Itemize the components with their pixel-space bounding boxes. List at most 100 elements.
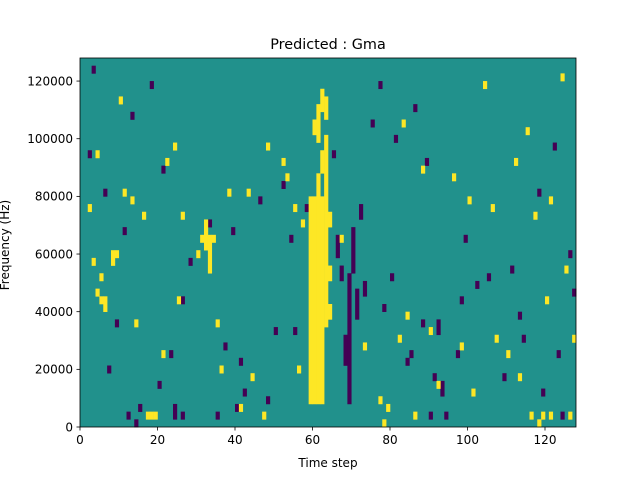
heatmap-cell-high bbox=[514, 157, 519, 166]
heatmap-cell-high bbox=[328, 211, 333, 228]
heatmap-cell-low bbox=[436, 319, 441, 336]
heatmap-cell-low bbox=[560, 411, 565, 420]
y-tick-label: 80000 bbox=[35, 190, 73, 204]
heatmap-cell-high bbox=[401, 119, 406, 128]
heatmap-cell-low bbox=[138, 403, 143, 412]
heatmap-cell-high bbox=[211, 234, 216, 243]
heatmap-cell-high bbox=[149, 411, 154, 420]
x-tick-label: 60 bbox=[305, 433, 320, 447]
heatmap-cell-low bbox=[405, 357, 410, 366]
heatmap-cell-high bbox=[227, 188, 232, 197]
heatmap-cell-high bbox=[568, 411, 573, 420]
y-tick-label: 20000 bbox=[35, 363, 73, 377]
heatmap-cell-high bbox=[548, 196, 554, 205]
heatmap-cell-low bbox=[289, 234, 294, 243]
heatmap-cell-high bbox=[490, 204, 495, 213]
heatmap-cell-low bbox=[215, 411, 220, 420]
heatmap-cell-low bbox=[169, 350, 174, 359]
heatmap-cell-low bbox=[231, 227, 236, 236]
heatmap-cell-low bbox=[355, 288, 360, 320]
heatmap-cell-low bbox=[87, 150, 92, 159]
heatmap-cell-high bbox=[300, 219, 306, 228]
heatmap-cell-high bbox=[281, 157, 286, 166]
heatmap-cell-low bbox=[486, 273, 492, 282]
heatmap-cell-high bbox=[483, 81, 488, 90]
heatmap-cell-high bbox=[142, 211, 147, 220]
heatmap-cell-high bbox=[324, 96, 329, 120]
heatmap-cell-low bbox=[390, 273, 395, 282]
heatmap-cell-high bbox=[180, 211, 185, 220]
heatmap-cell-high bbox=[467, 196, 472, 205]
heatmap-cell-high bbox=[494, 334, 499, 343]
plot-frame bbox=[79, 57, 577, 428]
y-axis-label: Frequency (Hz) bbox=[0, 200, 12, 291]
heatmap-cell-high bbox=[459, 342, 464, 351]
heatmap-cell-low bbox=[161, 165, 166, 174]
heatmap-cell-low bbox=[180, 411, 185, 420]
heatmap-cell-high bbox=[320, 150, 325, 174]
heatmap-cell-low bbox=[126, 411, 131, 420]
heatmap-cell-low bbox=[428, 411, 433, 420]
heatmap-cell-high bbox=[362, 342, 368, 351]
y-tick-label: 40000 bbox=[35, 305, 73, 319]
heatmap-cell-low bbox=[517, 311, 523, 320]
heatmap-cell-high bbox=[165, 157, 170, 166]
heatmap-cell-high bbox=[529, 411, 534, 420]
heatmap-cell-low bbox=[339, 265, 344, 282]
heatmap-cell-high bbox=[339, 234, 344, 243]
heatmap-cell-low bbox=[552, 142, 557, 151]
heatmap-cell-low bbox=[510, 265, 515, 274]
heatmap-cell-low bbox=[235, 403, 240, 412]
heatmap-cell-low bbox=[114, 319, 120, 328]
heatmap-cell-high bbox=[246, 188, 251, 197]
x-tick-label: 40 bbox=[227, 433, 242, 447]
heatmap-cell-high bbox=[200, 234, 205, 243]
heatmap-cell-high bbox=[91, 257, 96, 266]
heatmap-cell-high bbox=[506, 350, 511, 359]
heatmap-cell-high bbox=[545, 296, 550, 305]
heatmap-cell-high bbox=[95, 150, 100, 159]
heatmap-cell-high bbox=[238, 403, 244, 412]
heatmap-cell-low bbox=[331, 150, 337, 159]
heatmap-cell-low bbox=[188, 257, 193, 266]
heatmap-cell-high bbox=[293, 204, 298, 213]
heatmap-cell-high bbox=[548, 411, 554, 420]
heatmap-cell-high bbox=[204, 219, 209, 251]
heatmap-cell-high bbox=[517, 373, 523, 382]
y-tick-label: 60000 bbox=[35, 247, 73, 261]
heatmap-cell-low bbox=[502, 373, 507, 382]
heatmap-cell-low bbox=[107, 365, 112, 374]
heatmap-cell-low bbox=[242, 388, 247, 397]
heatmap-cell-low bbox=[157, 380, 162, 389]
heatmap-cell-high bbox=[161, 350, 166, 359]
heatmap-cell-low bbox=[238, 357, 244, 366]
heatmap-cell-high bbox=[316, 173, 321, 405]
x-tick-label: 120 bbox=[534, 433, 557, 447]
heatmap-cell-high bbox=[413, 411, 418, 420]
x-axis-label: Time step bbox=[297, 456, 357, 470]
heatmap-cell-low bbox=[207, 219, 213, 228]
heatmap-cell-low bbox=[281, 181, 286, 189]
heatmap-cell-high bbox=[397, 334, 402, 343]
heatmap-cell-low bbox=[266, 396, 271, 405]
heatmap-cell-high bbox=[122, 188, 127, 197]
y-tick-label: 100000 bbox=[27, 132, 73, 146]
x-tick-label: 80 bbox=[382, 433, 397, 447]
heatmap-cell-low bbox=[304, 204, 309, 213]
heatmap-cell-high bbox=[118, 96, 123, 105]
heatmap-cell-high bbox=[572, 334, 577, 343]
heatmap-cell-high bbox=[320, 88, 325, 113]
y-tick-label: 120000 bbox=[27, 74, 73, 88]
heatmap-cell-high bbox=[114, 250, 120, 259]
heatmap-cell-high bbox=[525, 127, 530, 136]
y-axis: 0 20000 40000 60000 80000 100000 120000 bbox=[27, 74, 80, 434]
heatmap-cell-low bbox=[432, 373, 437, 382]
heatmap-cell-low bbox=[440, 380, 445, 397]
heatmap-cell-high bbox=[560, 73, 565, 82]
heatmap-cell-low bbox=[134, 419, 139, 428]
heatmap-cell-low bbox=[463, 234, 468, 243]
heatmap-cell-high bbox=[541, 411, 546, 420]
heatmap-cell-low bbox=[382, 304, 387, 312]
heatmap-cell-low bbox=[556, 350, 561, 359]
heatmap-cell-low bbox=[347, 273, 352, 405]
